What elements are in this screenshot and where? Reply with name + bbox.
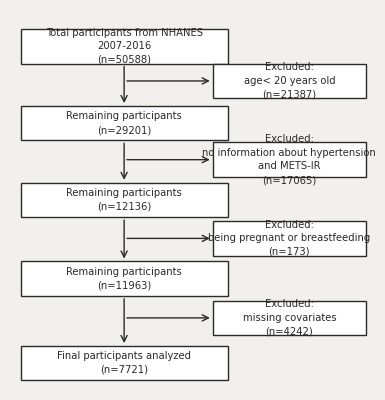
- Text: Excluded:
missing covariates
(n=4242): Excluded: missing covariates (n=4242): [243, 299, 336, 336]
- Bar: [213, 64, 366, 98]
- Text: Remaining participants
(n=11963): Remaining participants (n=11963): [66, 267, 182, 290]
- Text: Excluded:
age< 20 years old
(n=21387): Excluded: age< 20 years old (n=21387): [244, 62, 335, 100]
- Text: Final participants analyzed
(n=7721): Final participants analyzed (n=7721): [57, 351, 191, 375]
- Bar: [21, 262, 228, 296]
- Text: Total participants from NHANES
2007-2016
(n=50588): Total participants from NHANES 2007-2016…: [46, 28, 203, 65]
- Bar: [213, 301, 366, 335]
- Bar: [21, 183, 228, 217]
- Text: Excluded:
being pregnant or breastfeeding
(n=173): Excluded: being pregnant or breastfeedin…: [208, 220, 370, 257]
- Bar: [213, 142, 366, 177]
- Bar: [21, 29, 228, 64]
- Bar: [213, 221, 366, 256]
- Text: Remaining participants
(n=29201): Remaining participants (n=29201): [66, 112, 182, 135]
- Bar: [21, 106, 228, 140]
- Bar: [21, 346, 228, 380]
- Text: Excluded:
no information about hypertension
and METS-IR
(n=17065): Excluded: no information about hypertens…: [203, 134, 376, 185]
- Text: Remaining participants
(n=12136): Remaining participants (n=12136): [66, 188, 182, 212]
